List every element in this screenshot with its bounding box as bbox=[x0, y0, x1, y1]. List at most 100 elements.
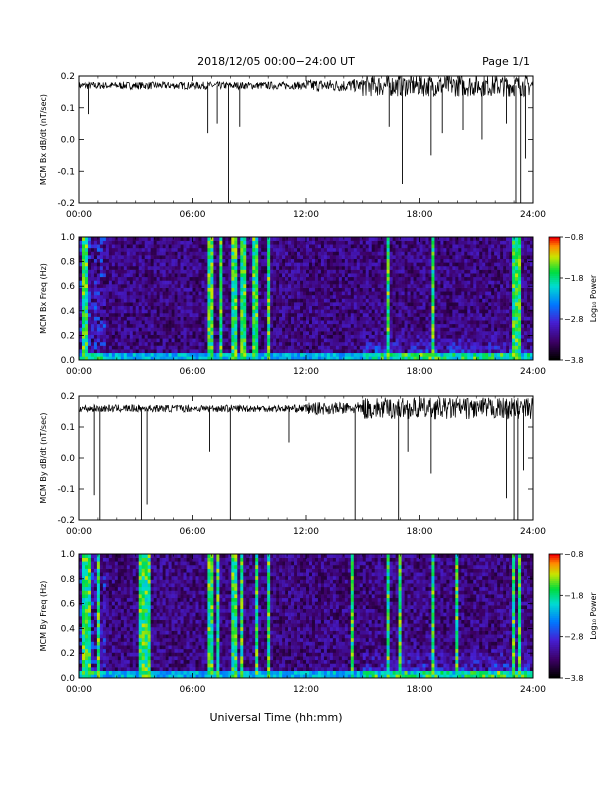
heatmap-cell bbox=[326, 298, 331, 303]
heatmap-cell bbox=[282, 349, 286, 354]
heatmap-cell bbox=[401, 247, 405, 252]
heatmap-cell bbox=[362, 280, 367, 285]
heatmap-cell bbox=[344, 240, 349, 245]
heatmap-cell bbox=[114, 284, 119, 288]
heatmap-cell bbox=[162, 338, 166, 343]
heatmap-cell bbox=[144, 309, 148, 314]
heatmap-cell bbox=[159, 305, 163, 310]
heatmap-cell bbox=[123, 352, 128, 357]
heatmap-cell bbox=[279, 345, 283, 350]
heatmap-cell bbox=[219, 291, 223, 296]
heatmap-cell bbox=[350, 345, 355, 350]
heatmap-cell bbox=[455, 323, 459, 328]
heatmap-cell bbox=[174, 356, 178, 361]
heatmap-cell bbox=[285, 305, 289, 310]
heatmap-cell bbox=[141, 276, 146, 281]
heatmap-cell bbox=[267, 327, 271, 332]
heatmap-cell bbox=[270, 331, 274, 335]
heatmap-cell bbox=[243, 291, 247, 296]
heatmap-cell bbox=[270, 327, 274, 332]
heatmap-cell bbox=[467, 247, 471, 252]
heatmap-cell bbox=[380, 331, 384, 335]
heatmap-cell bbox=[291, 280, 295, 285]
heatmap-cell bbox=[392, 237, 396, 241]
heatmap-cell bbox=[222, 302, 226, 307]
heatmap-cell bbox=[177, 280, 181, 285]
heatmap-cell bbox=[488, 312, 492, 317]
heatmap-cell bbox=[261, 291, 265, 296]
heatmap-cell bbox=[413, 305, 417, 310]
heatmap-cell bbox=[234, 302, 238, 307]
heatmap-cell bbox=[479, 331, 483, 335]
heatmap-cell bbox=[383, 291, 387, 296]
heatmap-cell bbox=[338, 251, 343, 256]
heatmap-cell bbox=[234, 280, 238, 285]
heatmap-cell bbox=[228, 312, 232, 317]
heatmap-cell bbox=[404, 287, 408, 292]
heatmap-cell bbox=[407, 287, 411, 292]
heatmap-cell bbox=[111, 265, 116, 270]
heatmap-cell bbox=[120, 349, 125, 354]
heatmap-cell bbox=[356, 244, 361, 249]
heatmap-cell bbox=[455, 331, 459, 335]
heatmap-cell bbox=[341, 302, 346, 307]
heatmap-cell bbox=[225, 298, 229, 303]
heatmap-cell bbox=[147, 316, 151, 321]
heatmap-cell bbox=[485, 262, 489, 267]
heatmap-cell bbox=[479, 341, 483, 346]
heatmap-cell bbox=[186, 247, 190, 252]
heatmap-cell bbox=[374, 320, 378, 325]
heatmap-cell bbox=[117, 240, 122, 245]
heatmap-cell bbox=[258, 255, 262, 260]
heatmap-cell bbox=[108, 237, 113, 241]
heatmap-cell bbox=[503, 273, 507, 278]
heatmap-cell bbox=[264, 294, 268, 299]
heatmap-cell bbox=[111, 255, 116, 260]
heatmap-cell bbox=[365, 247, 370, 252]
heatmap-cell bbox=[377, 237, 381, 241]
heatmap-cell bbox=[449, 338, 453, 343]
heatmap-cell bbox=[311, 258, 316, 263]
heatmap-cell bbox=[473, 331, 477, 335]
heatmap-cell bbox=[186, 334, 190, 339]
heatmap-cell bbox=[138, 349, 143, 354]
heatmap-cell bbox=[380, 265, 384, 270]
heatmap-cell bbox=[308, 269, 313, 274]
heatmap-cell bbox=[105, 240, 110, 245]
heatmap-cell bbox=[282, 244, 286, 249]
heatmap-cell bbox=[383, 262, 387, 267]
heatmap-cell bbox=[425, 273, 429, 278]
heatmap-cell bbox=[479, 280, 483, 285]
heatmap-cell bbox=[261, 276, 265, 281]
heatmap-cell bbox=[344, 291, 349, 296]
heatmap-cell bbox=[135, 284, 140, 288]
heatmap-cell bbox=[491, 294, 495, 299]
heatmap-cell bbox=[252, 265, 256, 270]
heatmap-cell bbox=[326, 312, 331, 317]
heatmap-cell bbox=[219, 305, 223, 310]
heatmap-cell bbox=[219, 258, 223, 263]
heatmap-cell bbox=[168, 356, 172, 361]
heatmap-cell bbox=[464, 349, 468, 354]
heatmap-cell bbox=[156, 237, 160, 241]
heatmap-cell bbox=[476, 338, 480, 343]
heatmap-cell bbox=[99, 323, 104, 328]
heatmap-cell bbox=[350, 309, 355, 314]
heatmap-cell bbox=[407, 284, 411, 288]
heatmap-cell bbox=[294, 327, 298, 332]
heatmap-cell bbox=[392, 291, 396, 296]
heatmap-cell bbox=[117, 302, 122, 307]
heatmap-cell bbox=[144, 316, 148, 321]
heatmap-cell bbox=[150, 244, 154, 249]
heatmap-cell bbox=[195, 316, 199, 321]
heatmap-cell bbox=[440, 251, 444, 256]
heatmap-cell bbox=[404, 352, 408, 357]
heatmap-cell bbox=[494, 316, 498, 321]
heatmap-cell bbox=[123, 345, 128, 350]
heatmap-cell bbox=[99, 345, 104, 350]
heatmap-cell bbox=[491, 237, 495, 241]
heatmap-cell bbox=[126, 287, 131, 292]
heatmap-cell bbox=[500, 269, 504, 274]
heatmap-cell bbox=[317, 298, 322, 303]
heatmap-cell bbox=[150, 284, 154, 288]
